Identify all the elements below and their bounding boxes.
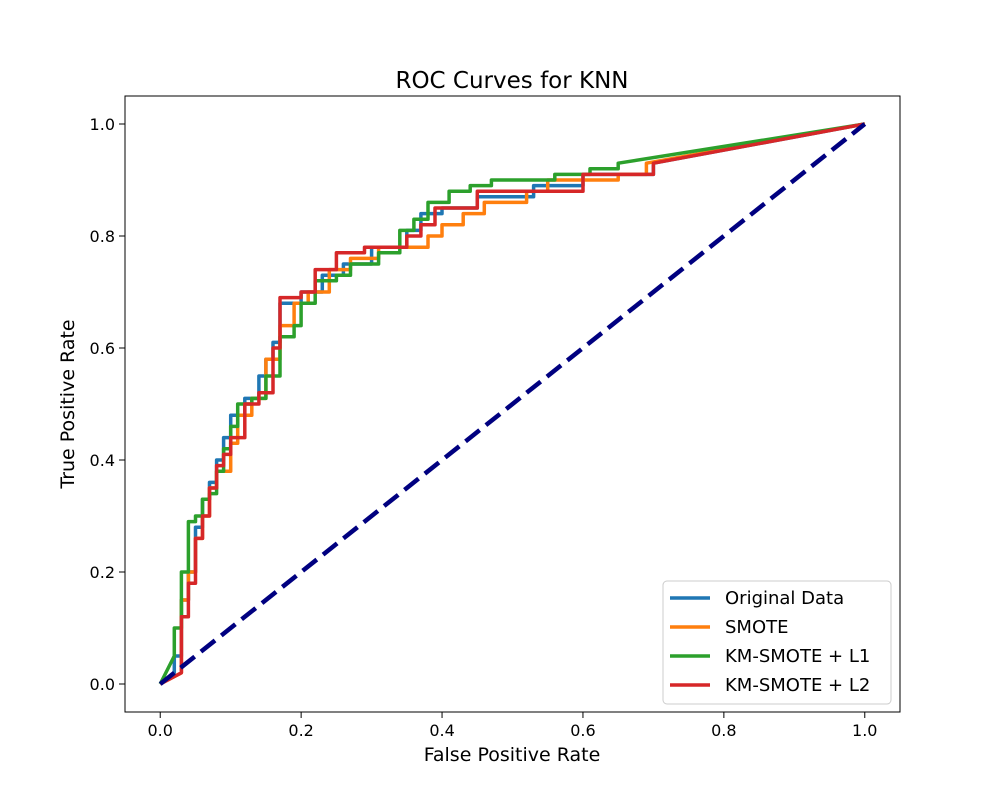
legend-label-0: Original Data	[725, 588, 844, 609]
y-axis-ticks: 0.0 0.2 0.4 0.6 0.8 1.0	[90, 115, 125, 694]
plot-frame	[124, 95, 901, 713]
y-axis-label: True Positive Rate	[57, 319, 79, 489]
y-tick-label: 0.6	[90, 339, 115, 358]
x-tick-label: 0.4	[429, 721, 454, 740]
y-tick-label: 0.4	[90, 451, 115, 470]
y-tick-label: 1.0	[90, 115, 115, 134]
series-line-2	[158, 122, 866, 685]
plot-area	[124, 95, 901, 713]
x-tick-label: 0.6	[570, 721, 595, 740]
legend-box	[662, 580, 892, 705]
x-tick-label: 0.2	[288, 721, 313, 740]
y-tick-label: 0.0	[90, 675, 115, 694]
x-tick-label: 0.8	[711, 721, 736, 740]
chart-title: ROC Curves for KNN	[395, 68, 628, 94]
legend-label-2: KM-SMOTE + L1	[725, 646, 870, 667]
y-tick-label: 0.2	[90, 563, 115, 582]
series-line-3	[159, 122, 866, 686]
x-axis-label: False Positive Rate	[424, 744, 601, 766]
y-tick-label: 0.8	[90, 227, 115, 246]
x-axis-ticks: 0.0 0.2 0.4 0.6 0.8 1.0	[148, 712, 877, 740]
legend: Original Data SMOTE KM-SMOTE + L1 KM-SMOTE …	[662, 580, 892, 705]
x-tick-label: 1.0	[852, 721, 877, 740]
legend-label-3: KM-SMOTE + L2	[725, 675, 870, 696]
legend-label-1: SMOTE	[725, 617, 789, 638]
reference-diagonal-line	[158, 122, 867, 686]
x-tick-label: 0.0	[148, 721, 173, 740]
